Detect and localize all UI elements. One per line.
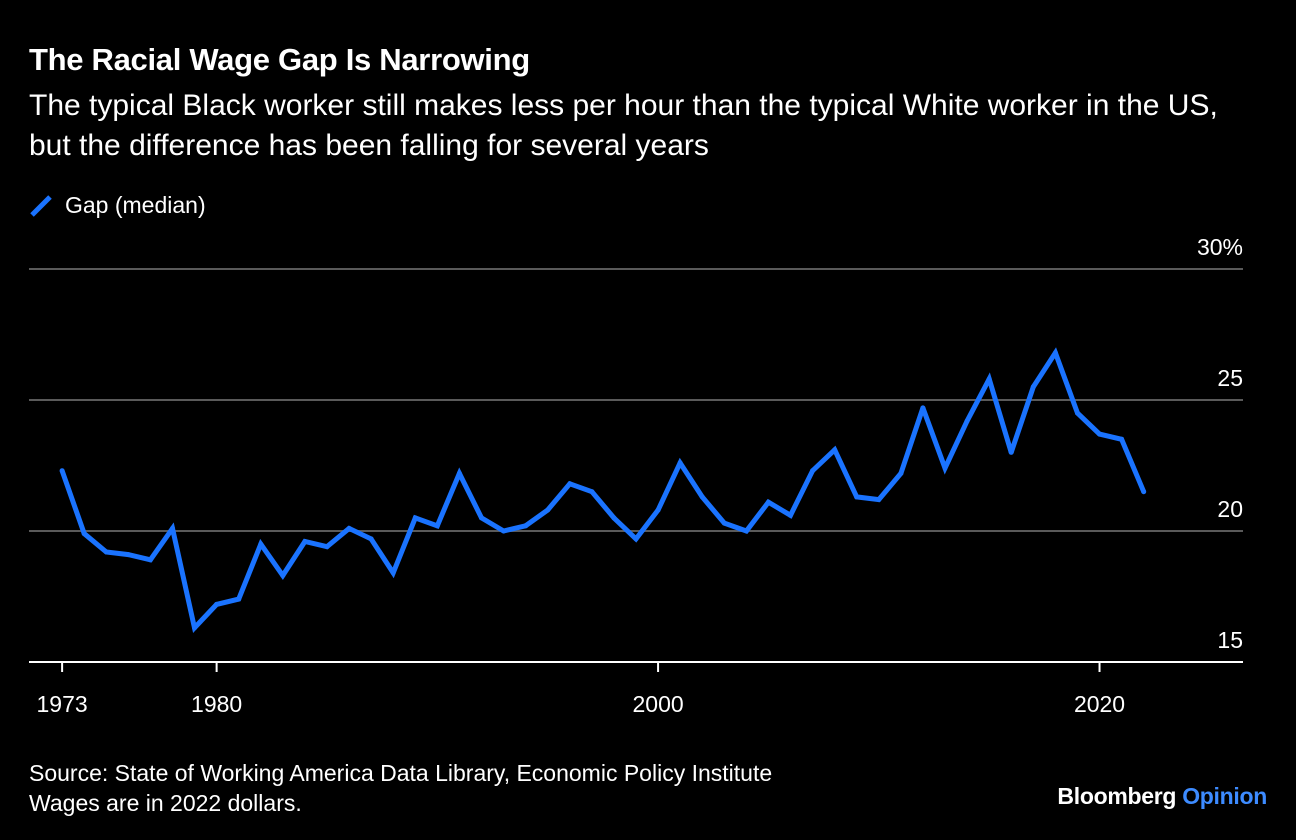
data-point-2000 — [655, 507, 661, 513]
data-point-1981 — [236, 596, 242, 602]
data-point-2007 — [810, 468, 816, 474]
data-point-2006 — [788, 512, 793, 518]
data-point-2008 — [832, 447, 838, 453]
data-point-2001 — [677, 460, 683, 466]
legend-label: Gap (median) — [65, 192, 206, 218]
y-tick-label-30: 30% — [1197, 234, 1243, 260]
data-point-1976 — [125, 552, 131, 558]
y-tick-label-15: 15 — [1217, 627, 1243, 653]
data-point-2003 — [721, 520, 727, 526]
brand-logo: Bloomberg Opinion — [1057, 783, 1267, 810]
data-point-1983 — [280, 573, 286, 578]
chart-title: The Racial Wage Gap Is Narrowing — [29, 42, 530, 77]
data-point-2016 — [1008, 449, 1014, 455]
data-point-2002 — [699, 494, 705, 500]
data-point-2017 — [1030, 384, 1036, 390]
data-point-1989 — [412, 515, 418, 521]
brand-name: Bloomberg — [1057, 783, 1177, 809]
series-line-gap-median — [59, 347, 1147, 634]
data-point-1998 — [611, 515, 617, 521]
data-point-1999 — [633, 536, 639, 542]
data-point-1984 — [302, 539, 308, 544]
data-point-2019 — [1075, 410, 1080, 416]
chart-subtitle: The typical Black worker still makes les… — [29, 89, 1218, 162]
source-note: Source: State of Working America Data Li… — [29, 760, 773, 786]
data-point-1986 — [346, 525, 352, 531]
data-point-2011 — [898, 470, 904, 476]
data-point-1994 — [523, 523, 529, 529]
data-point-1982 — [258, 541, 264, 547]
brand-section: Opinion — [1182, 783, 1267, 809]
data-point-1992 — [479, 515, 484, 521]
legend: Gap (median) — [29, 192, 206, 219]
data-point-1995 — [545, 507, 551, 513]
units-note: Wages are in 2022 dollars. — [29, 790, 302, 816]
legend-swatch — [30, 194, 52, 217]
data-point-1974 — [81, 531, 87, 537]
data-point-2009 — [854, 494, 860, 500]
y-tick-label-25: 25 — [1217, 365, 1243, 391]
x-tick-label-1980: 1980 — [191, 691, 242, 717]
data-point-1977 — [147, 557, 153, 563]
data-point-2022 — [1141, 489, 1147, 495]
data-point-2005 — [765, 499, 771, 505]
data-point-2015 — [986, 376, 992, 382]
data-point-2004 — [743, 528, 749, 534]
data-point-2013 — [942, 465, 948, 471]
data-point-1988 — [390, 570, 396, 576]
data-point-1996 — [567, 481, 573, 487]
legend-line-icon — [30, 194, 52, 217]
data-point-2021 — [1119, 436, 1125, 442]
data-point-2012 — [920, 405, 926, 411]
data-point-1991 — [456, 470, 462, 476]
data-point-1990 — [434, 523, 440, 529]
x-tick-label-2000: 2000 — [632, 691, 683, 717]
data-point-1997 — [589, 489, 595, 495]
data-point-1975 — [103, 549, 109, 555]
data-point-1973 — [59, 468, 65, 474]
data-point-1979 — [192, 625, 197, 631]
y-tick-label-20: 20 — [1217, 496, 1243, 522]
x-tick-label-1973: 1973 — [37, 691, 88, 717]
data-point-1980 — [214, 601, 220, 607]
footer: Source: State of Working America Data Li… — [29, 758, 772, 818]
data-point-2020 — [1097, 431, 1102, 437]
data-point-1978 — [170, 525, 175, 531]
x-tick-label-2020: 2020 — [1074, 691, 1125, 717]
data-point-1993 — [501, 528, 507, 534]
data-point-2018 — [1052, 350, 1058, 356]
data-point-1987 — [368, 536, 374, 542]
data-point-2014 — [964, 418, 970, 424]
data-point-2010 — [876, 497, 882, 503]
data-point-1985 — [324, 544, 330, 550]
